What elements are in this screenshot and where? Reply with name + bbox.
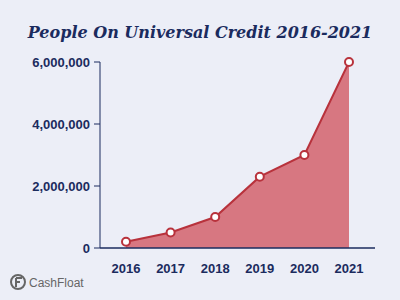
y-tick-label: 2,000,000 [32,179,90,194]
logo-icon [11,275,25,289]
data-point [122,238,130,246]
x-tick-label: 2019 [245,261,274,276]
chart-container: People On Universal Credit 2016-2021 0 2,0… [0,0,400,300]
y-tick-label: 6,000,000 [32,55,90,70]
x-tick-label: 2018 [201,261,230,276]
data-point [300,151,308,159]
area [126,62,349,248]
data-point [211,213,219,221]
x-axis [100,247,375,249]
markers [122,58,353,246]
x-tick-label: 2020 [290,261,319,276]
y-tick [94,186,100,187]
background [0,0,400,300]
y-tick [94,124,100,125]
y-tick-label: 0 [83,241,90,256]
logo-icon-mark [16,278,22,287]
y-axis [100,62,101,248]
logo: CashFloat [11,275,84,290]
annotation: CashFloat [29,276,84,290]
line [126,62,349,242]
chart-svg: People On Universal Credit 2016-2021 0 2,0… [0,0,400,300]
chart-title: People On Universal Credit 2016-2021 [27,23,372,42]
x-tick-label: 2021 [335,261,364,276]
data-point [167,229,175,237]
data-point [256,173,264,181]
data-point [345,58,353,66]
y-tick [94,62,100,63]
y-tick [94,248,100,249]
x-tick-label: 2016 [112,261,141,276]
x-tick-label: 2017 [156,261,185,276]
plot-area [126,62,349,248]
y-tick-label: 4,000,000 [32,117,90,132]
